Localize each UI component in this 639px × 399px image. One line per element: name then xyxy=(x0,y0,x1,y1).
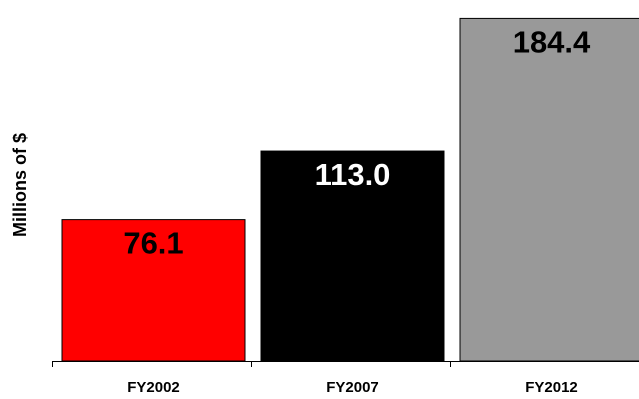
bar-fy2012 xyxy=(459,17,639,362)
category-label-fy2002: FY2002 xyxy=(127,379,180,396)
value-labels-group: 76.1 113.0 184.4 xyxy=(123,24,591,260)
bar-fy2002 xyxy=(61,219,246,362)
bar-fy2007 xyxy=(260,150,445,362)
y-axis-title: Millions of $ xyxy=(10,133,30,237)
value-label-fy2002: 76.1 xyxy=(123,226,183,261)
value-label-fy2012: 184.4 xyxy=(513,24,591,59)
category-labels-group: FY2002 FY2007 FY2012 xyxy=(127,379,578,396)
category-label-fy2007: FY2007 xyxy=(326,379,379,396)
x-ticks-group xyxy=(52,361,451,367)
value-label-fy2007: 113.0 xyxy=(315,157,391,192)
category-label-fy2012: FY2012 xyxy=(525,379,578,396)
